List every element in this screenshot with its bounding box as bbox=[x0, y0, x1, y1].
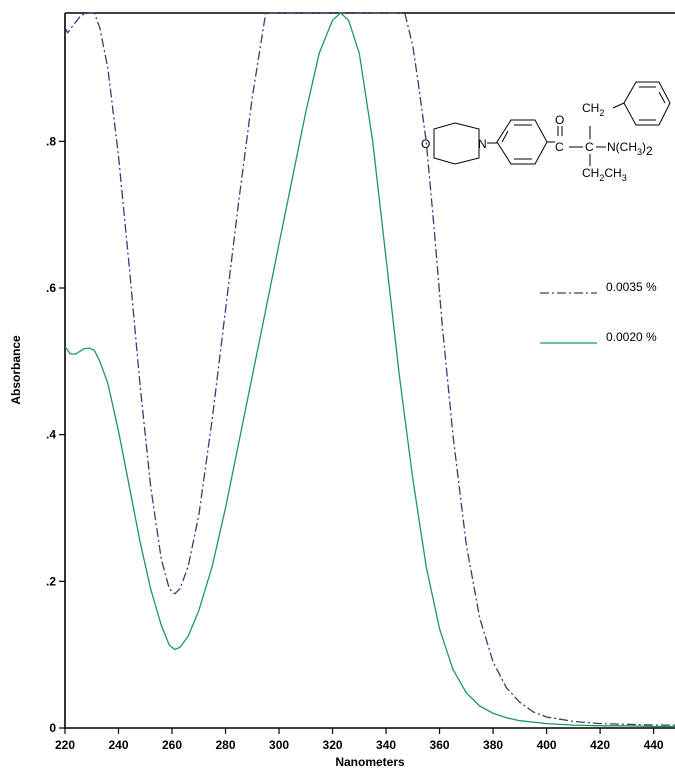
ch2-to-benzyl-bond bbox=[612, 102, 625, 109]
carbonyl-carbon: C bbox=[555, 140, 564, 154]
carbonyl-oxygen: O bbox=[555, 113, 564, 127]
series-lines bbox=[65, 12, 675, 728]
x-tick-label: 360 bbox=[430, 738, 450, 752]
x-tick-label: 420 bbox=[590, 738, 610, 752]
x-tick-label: 300 bbox=[269, 738, 289, 752]
phenyl-ring bbox=[496, 119, 548, 165]
x-axis-title: Nanometers bbox=[335, 755, 405, 769]
x-tick-label: 340 bbox=[376, 738, 396, 752]
x-axis-ticks: 220 240 260 280 300 320 340 360 380 400 420 440 bbox=[55, 728, 664, 752]
benzyl-inner-bond-3 bbox=[658, 91, 666, 104]
chemical-structure bbox=[433, 81, 671, 166]
chemical-structure-labels: O N O C C CH2 N(CH3)2 CH2CH3 bbox=[421, 101, 653, 183]
y-tick-label: .6 bbox=[46, 281, 56, 295]
x-tick-label: 400 bbox=[537, 738, 557, 752]
x-tick-label: 380 bbox=[483, 738, 503, 752]
morpholine-nitrogen: N bbox=[478, 137, 487, 151]
ethyl-label: CH2CH3 bbox=[582, 166, 627, 183]
ch2-label: CH2 bbox=[582, 101, 604, 118]
morpholine-ring bbox=[433, 122, 480, 165]
series-line-0035 bbox=[65, 12, 675, 726]
series-line-0020 bbox=[65, 12, 675, 728]
morpholine-oxygen: O bbox=[421, 137, 430, 151]
x-tick-label: 240 bbox=[108, 738, 128, 752]
y-tick-label: .4 bbox=[46, 428, 56, 442]
y-axis-title: Absorbance bbox=[9, 335, 23, 405]
x-tick-label: 280 bbox=[216, 738, 236, 752]
nme2-label: N(CH3)2 bbox=[607, 140, 653, 158]
phenyl-inner-bond-3 bbox=[501, 130, 509, 143]
x-tick-label: 260 bbox=[162, 738, 182, 752]
quaternary-carbon: C bbox=[585, 140, 594, 154]
legend: 0.0035 % 0.0020 % bbox=[540, 280, 657, 344]
y-axis-ticks: 0 .2 .4 .6 .8 bbox=[46, 134, 65, 735]
legend-label-0020: 0.0020 % bbox=[606, 330, 657, 344]
legend-label-0035: 0.0035 % bbox=[606, 280, 657, 294]
x-tick-label: 320 bbox=[323, 738, 343, 752]
y-tick-label: .2 bbox=[46, 574, 56, 588]
y-tick-label: 0 bbox=[49, 721, 56, 735]
benzyl-ring bbox=[623, 81, 671, 126]
y-tick-label: .8 bbox=[46, 134, 56, 148]
x-tick-label: 220 bbox=[55, 738, 75, 752]
x-tick-label: 440 bbox=[644, 738, 664, 752]
